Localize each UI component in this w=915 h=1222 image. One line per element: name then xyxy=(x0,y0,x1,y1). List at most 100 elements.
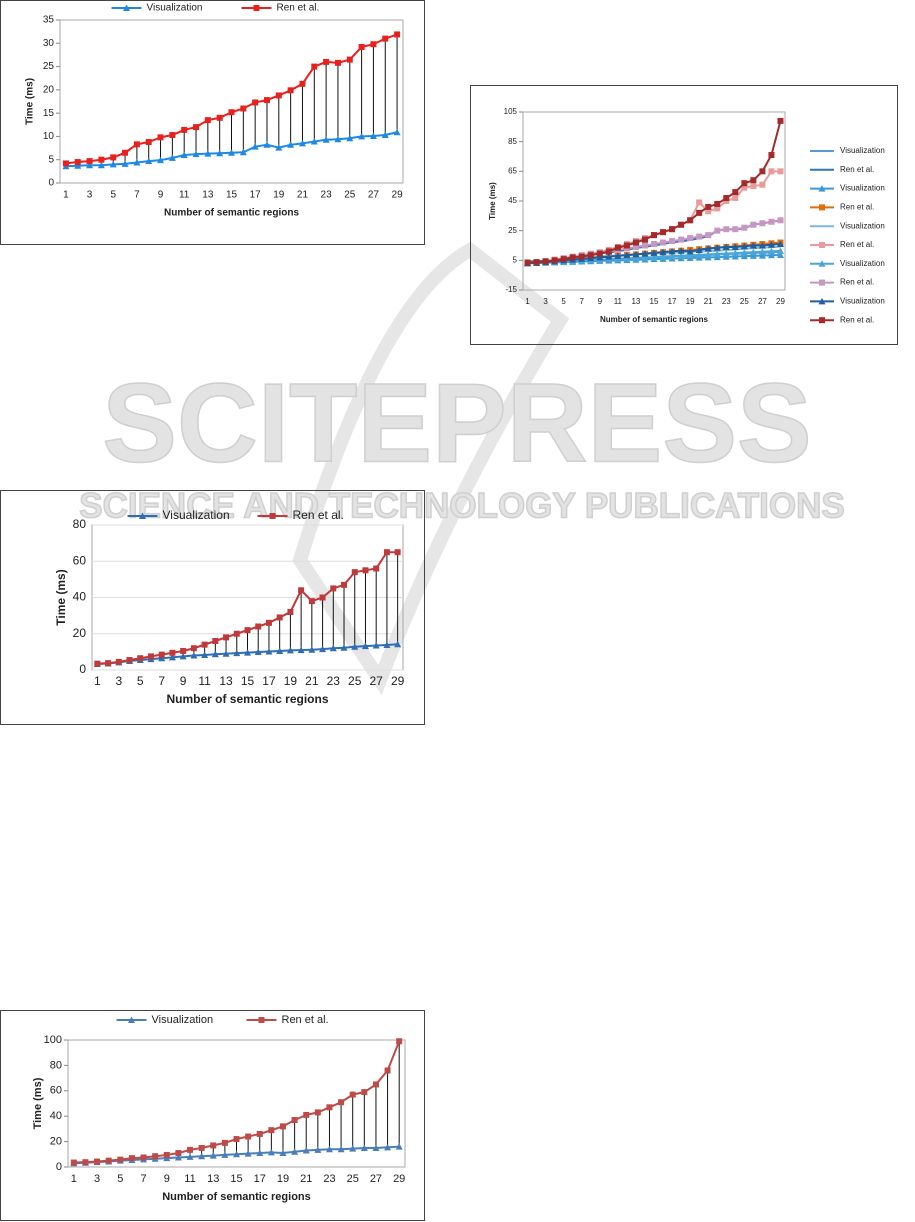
x-tick-label: 15 xyxy=(650,297,659,306)
marker xyxy=(651,241,657,248)
x-axis-label: Number of semantic regions xyxy=(162,1191,311,1203)
marker xyxy=(349,1145,357,1152)
x-tick-label: 7 xyxy=(140,1173,146,1185)
marker xyxy=(632,243,639,250)
marker xyxy=(393,128,401,136)
marker xyxy=(372,642,380,649)
marker xyxy=(62,160,69,167)
x-tick-label: 21 xyxy=(300,1173,312,1185)
x-tick-label: 21 xyxy=(305,674,319,688)
legend-label: Visualization xyxy=(147,3,203,14)
marker xyxy=(322,136,330,143)
marker xyxy=(713,244,721,251)
marker xyxy=(256,1149,264,1157)
marker xyxy=(258,1017,265,1023)
x-tick-label: 19 xyxy=(686,297,695,306)
marker xyxy=(687,235,694,242)
x-tick-label: 7 xyxy=(579,297,584,306)
marker xyxy=(212,638,219,644)
legend-label: Ren et al. xyxy=(282,1014,329,1026)
x-tick-label: 3 xyxy=(543,297,548,306)
legend-label: Ren et al. xyxy=(840,315,874,324)
marker xyxy=(169,132,176,139)
marker xyxy=(244,1150,252,1157)
marker xyxy=(279,1149,287,1157)
legend-label: Ren et al. xyxy=(840,240,874,249)
marker xyxy=(696,233,703,240)
y-tick-label: 35 xyxy=(43,15,55,26)
marker xyxy=(117,1156,124,1163)
marker xyxy=(180,647,187,654)
marker xyxy=(94,660,101,667)
marker xyxy=(777,217,784,224)
marker xyxy=(201,651,209,658)
marker xyxy=(276,614,283,621)
marker xyxy=(97,161,105,169)
marker xyxy=(123,4,130,11)
x-tick-label: 3 xyxy=(94,1173,100,1185)
x-tick-label: 27 xyxy=(758,297,767,306)
marker xyxy=(297,646,305,654)
x-tick-label: 7 xyxy=(158,674,165,688)
marker xyxy=(152,1153,159,1160)
marker xyxy=(105,660,112,667)
marker xyxy=(587,252,594,259)
y-tick-label: 5 xyxy=(513,255,518,264)
marker xyxy=(759,168,766,175)
marker xyxy=(668,247,676,255)
marker xyxy=(723,226,730,233)
marker xyxy=(86,158,93,165)
marker xyxy=(279,1123,286,1130)
legend: Visualization Ren et al. xyxy=(127,508,344,522)
x-tick-label: 17 xyxy=(254,1173,266,1185)
y-tick-label: 5 xyxy=(48,154,54,165)
x-tick-label: 3 xyxy=(115,674,122,688)
marker xyxy=(362,567,369,574)
x-tick-label: 15 xyxy=(230,1173,242,1185)
legend-label: Visualization xyxy=(840,297,885,306)
marker xyxy=(139,512,146,519)
x-tick-label: 27 xyxy=(370,674,384,688)
marker xyxy=(94,1158,101,1165)
chart-frame xyxy=(470,85,898,345)
marker xyxy=(741,184,748,191)
marker xyxy=(233,1136,240,1143)
marker xyxy=(201,641,208,648)
marker xyxy=(731,252,739,260)
marker xyxy=(209,1152,217,1159)
y-tick-label: 0 xyxy=(79,662,86,676)
marker xyxy=(216,114,223,121)
x-tick-label: 23 xyxy=(323,1173,335,1185)
y-tick-label: 30 xyxy=(43,38,55,49)
y-tick-label: 40 xyxy=(73,590,87,604)
marker xyxy=(660,229,667,236)
x-tick-label: 23 xyxy=(321,190,333,201)
x-tick-label: 15 xyxy=(241,674,255,688)
marker xyxy=(614,252,622,259)
marker xyxy=(395,1143,403,1150)
marker xyxy=(222,650,230,657)
x-tick-label: 13 xyxy=(219,674,233,688)
marker xyxy=(147,653,154,660)
marker xyxy=(767,247,775,255)
x-tick-label: 21 xyxy=(297,190,309,201)
marker xyxy=(74,162,82,169)
x-tick-label: 23 xyxy=(722,297,731,306)
x-tick-label: 9 xyxy=(164,1173,170,1185)
marker xyxy=(749,248,757,256)
marker xyxy=(614,244,621,251)
marker xyxy=(722,243,730,250)
marker xyxy=(349,1091,356,1098)
marker xyxy=(533,259,540,266)
marker xyxy=(255,623,262,630)
marker xyxy=(383,641,391,648)
x-tick-label: 11 xyxy=(198,674,211,688)
x-tick-label: 29 xyxy=(393,1173,405,1185)
marker xyxy=(121,160,129,167)
x-tick-label: 29 xyxy=(776,297,785,306)
marker xyxy=(245,1133,252,1140)
